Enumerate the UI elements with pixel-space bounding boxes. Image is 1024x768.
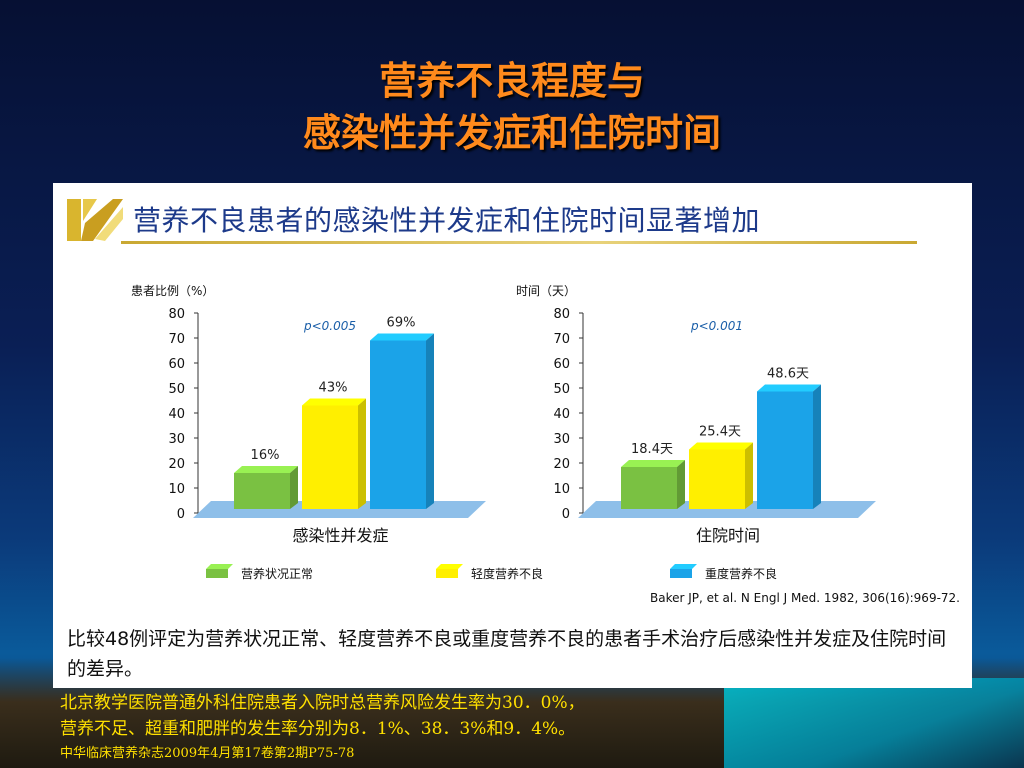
x-axis-label: 住院时间 <box>696 526 760 545</box>
bar-top <box>689 442 753 450</box>
bar <box>234 473 290 509</box>
legend-label: 营养状况正常 <box>241 566 313 581</box>
y-tick-label: 10 <box>168 482 185 497</box>
bar-side <box>358 398 366 509</box>
bar-top <box>757 384 821 392</box>
k-logo-icon <box>67 199 123 241</box>
y-tick-label: 50 <box>168 382 185 397</box>
footer-source: 中华临床营养杂志2009年4月第17卷第2期P75-78 <box>60 746 355 761</box>
bar <box>689 449 745 509</box>
data-label: 69% <box>387 316 416 331</box>
y-tick-label: 0 <box>177 507 185 522</box>
legend-label: 重度营养不良 <box>705 566 777 581</box>
bar <box>621 467 677 509</box>
footer-line1: 北京教学医院普通外科住院患者入院时总营养风险发生率为30．0%， <box>60 693 585 713</box>
bar-side <box>813 384 821 509</box>
legend-swatch-top <box>206 564 233 569</box>
panel-heading: 营养不良患者的感染性并发症和住院时间显著增加 <box>133 204 761 237</box>
data-label: 16% <box>251 448 280 463</box>
bar <box>302 405 358 509</box>
footer-line2: 营养不足、超重和肥胖的发生率分别为8．1%、38．3%和9．4%。 <box>60 719 576 739</box>
y-axis-label: 患者比例（%） <box>131 284 214 298</box>
bar-top <box>234 466 298 473</box>
content-panel: 营养不良患者的感染性并发症和住院时间显著增加 患者比例（%） 0 10 20 30 40 5… <box>53 183 972 688</box>
bar-side <box>745 442 753 509</box>
slide-title-line1: 营养不良程度与 <box>378 59 645 103</box>
legend-swatch <box>670 569 692 578</box>
y-tick-label: 20 <box>553 457 570 472</box>
caption: 比较48例评定为营养状况正常、轻度营养不良或重度营养不良的患者手术治疗后感染性并… <box>67 628 947 680</box>
y-tick-label: 10 <box>553 482 570 497</box>
x-axis-label: 感染性并发症 <box>292 526 388 545</box>
y-tick-label: 50 <box>553 382 570 397</box>
y-tick-label: 80 <box>553 307 570 322</box>
bar-top <box>370 333 434 341</box>
y-tick-label: 40 <box>168 407 185 422</box>
legend-swatch <box>206 569 228 578</box>
legend-label: 轻度营养不良 <box>471 566 543 581</box>
p-value-label: p<0.001 <box>690 319 743 333</box>
data-label: 25.4天 <box>699 425 741 440</box>
y-tick-label: 0 <box>562 507 570 522</box>
y-tick-label: 40 <box>553 407 570 422</box>
data-label: 18.4天 <box>631 442 673 457</box>
legend-swatch <box>436 569 458 578</box>
bar <box>370 340 426 509</box>
y-tick-label: 70 <box>553 332 570 347</box>
bar <box>757 391 813 509</box>
y-tick-label: 20 <box>168 457 185 472</box>
y-tick-label: 60 <box>553 357 570 372</box>
y-tick-label: 70 <box>168 332 185 347</box>
slide-title-line2: 感染性并发症和住院时间 <box>302 111 721 155</box>
bar-side <box>426 333 434 509</box>
legend-swatch-top <box>670 564 697 569</box>
charts-area: 患者比例（%） 0 10 20 30 40 50 60 70 80 16% 43% 69% p<0.005… <box>131 284 876 581</box>
bar-top <box>302 398 366 406</box>
p-value-label: p<0.005 <box>303 319 356 333</box>
data-label: 43% <box>319 381 348 396</box>
background-accent <box>724 678 1024 768</box>
y-tick-label: 80 <box>168 307 185 322</box>
bar-side <box>290 466 298 509</box>
y-tick-label: 30 <box>553 432 570 447</box>
citation: Baker JP, et al. N Engl J Med. 1982, 306… <box>649 591 960 605</box>
bar-top <box>621 460 685 467</box>
bar-side <box>677 460 685 509</box>
y-axis-label: 时间（天） <box>516 284 576 298</box>
data-label: 48.6天 <box>767 367 809 382</box>
legend-swatch-top <box>436 564 463 569</box>
heading-underline <box>121 241 917 244</box>
y-tick-label: 60 <box>168 357 185 372</box>
y-tick-label: 30 <box>168 432 185 447</box>
